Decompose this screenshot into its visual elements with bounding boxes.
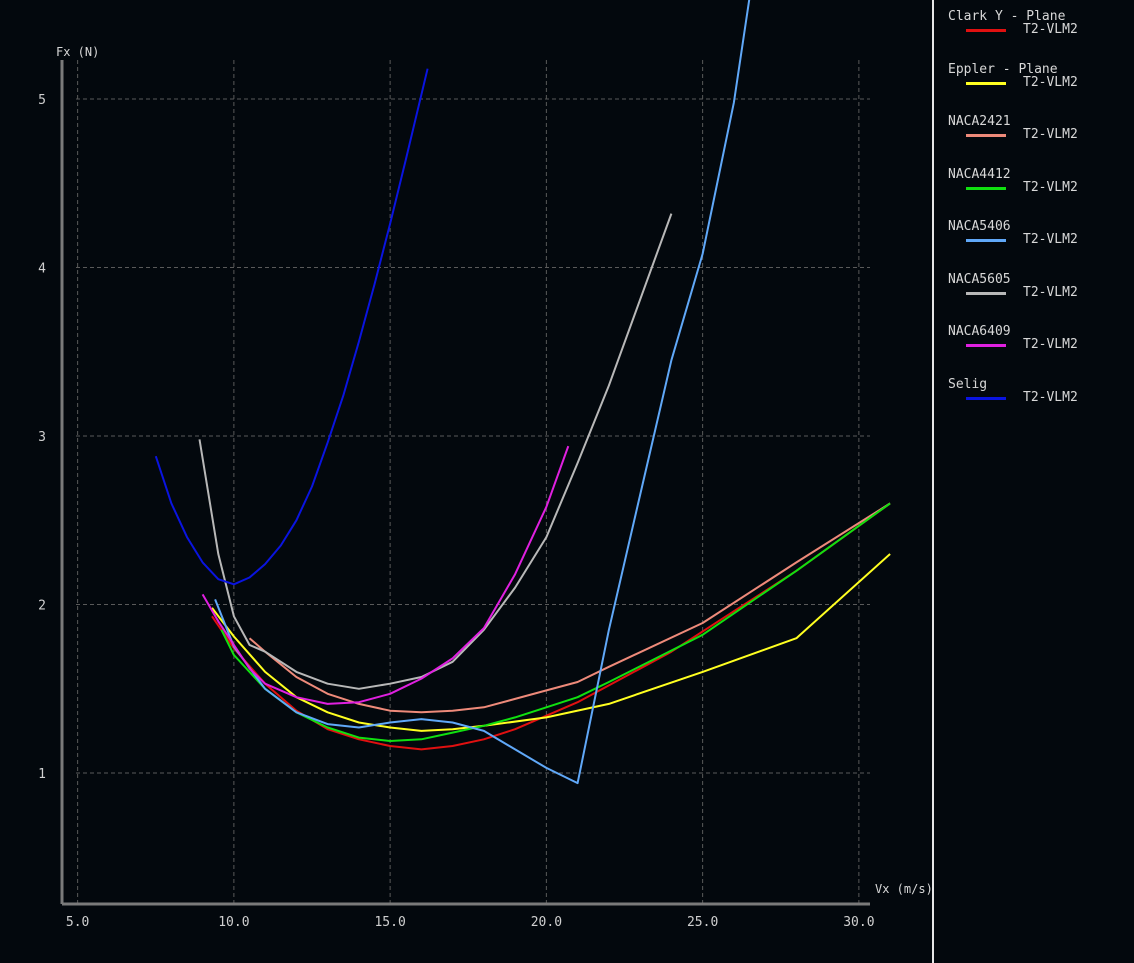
legend-series-subtitle: T2-VLM2	[1023, 390, 1078, 405]
x-tick-label: 5.0	[66, 915, 89, 930]
legend-swatch	[966, 134, 1006, 137]
legend-swatch	[966, 397, 1006, 400]
legend-swatch	[966, 187, 1006, 190]
axes	[60, 60, 870, 906]
legend-entry[interactable]: NACA5605 T2-VLM2	[948, 272, 1128, 312]
y-tick-label: 5	[38, 93, 46, 108]
x-tick-label: 15.0	[374, 915, 405, 930]
legend-swatch	[966, 344, 1006, 347]
legend-entry[interactable]: Selig T2-VLM2	[948, 377, 1128, 417]
legend-swatch	[966, 82, 1006, 85]
y-tick-label: 3	[38, 430, 46, 445]
legend-series-name: NACA5605	[948, 272, 1011, 287]
panel-divider	[932, 0, 934, 963]
legend-series-subtitle: T2-VLM2	[1023, 75, 1078, 90]
legend-series-name: NACA2421	[948, 114, 1011, 129]
legend-series-subtitle: T2-VLM2	[1023, 285, 1078, 300]
legend-series-subtitle: T2-VLM2	[1023, 22, 1078, 37]
x-tick-label: 20.0	[531, 915, 562, 930]
legend: Clark Y - Plane T2-VLM2 Eppler - Plane T…	[934, 0, 1134, 963]
legend-entry[interactable]: Clark Y - Plane T2-VLM2	[948, 9, 1128, 49]
series-lines	[154, 0, 891, 785]
series-line-naca5406	[214, 0, 751, 785]
legend-entry[interactable]: NACA2421 T2-VLM2	[948, 114, 1128, 154]
tick-labels: 5.0 10.0 15.0 20.0 25.0 30.0 1 2 3 4 5	[38, 93, 874, 930]
x-tick-label: 25.0	[687, 915, 718, 930]
legend-series-name: NACA4412	[948, 167, 1011, 182]
legend-series-name: NACA6409	[948, 324, 1011, 339]
series-line-naca4412	[220, 502, 891, 742]
legend-swatch	[966, 29, 1006, 32]
legend-series-name: Selig	[948, 377, 988, 392]
y-tick-label: 2	[38, 599, 46, 614]
x-axis-title: Vx (m/s)	[875, 882, 932, 896]
legend-swatch	[966, 239, 1006, 242]
y-tick-label: 4	[38, 262, 46, 277]
legend-entry[interactable]: NACA4412 T2-VLM2	[948, 167, 1128, 207]
y-tick-label: 1	[38, 767, 46, 782]
series-line-naca5605	[198, 213, 673, 690]
legend-series-name: Eppler - Plane	[948, 62, 1058, 77]
x-tick-label: 30.0	[843, 915, 874, 930]
series-line-naca6409	[201, 445, 570, 705]
legend-series-name: Clark Y - Plane	[948, 9, 1066, 24]
legend-swatch	[966, 292, 1006, 295]
chart-svg: 5.0 10.0 15.0 20.0 25.0 30.0 1 2 3 4 5 Fx (N) Vx (…	[38, 0, 932, 930]
grid	[76, 60, 870, 904]
legend-series-subtitle: T2-VLM2	[1023, 180, 1078, 195]
legend-series-subtitle: T2-VLM2	[1023, 337, 1078, 352]
legend-series-subtitle: T2-VLM2	[1023, 232, 1078, 247]
legend-entry[interactable]: NACA5406 T2-VLM2	[948, 219, 1128, 259]
series-line-selig	[154, 68, 429, 586]
series-line-naca2421	[248, 502, 891, 714]
series-line-eppler-plane	[211, 553, 891, 732]
legend-entry[interactable]: NACA6409 T2-VLM2	[948, 324, 1128, 364]
legend-series-name: NACA5406	[948, 219, 1011, 234]
series-line-clark-y-plane	[211, 502, 891, 751]
legend-series-subtitle: T2-VLM2	[1023, 127, 1078, 142]
plot-area: 5.0 10.0 15.0 20.0 25.0 30.0 1 2 3 4 5 Fx (N) Vx (…	[38, 0, 932, 930]
y-axis-title: Fx (N)	[56, 45, 99, 59]
x-tick-label: 10.0	[218, 915, 249, 930]
legend-entry[interactable]: Eppler - Plane T2-VLM2	[948, 62, 1128, 102]
